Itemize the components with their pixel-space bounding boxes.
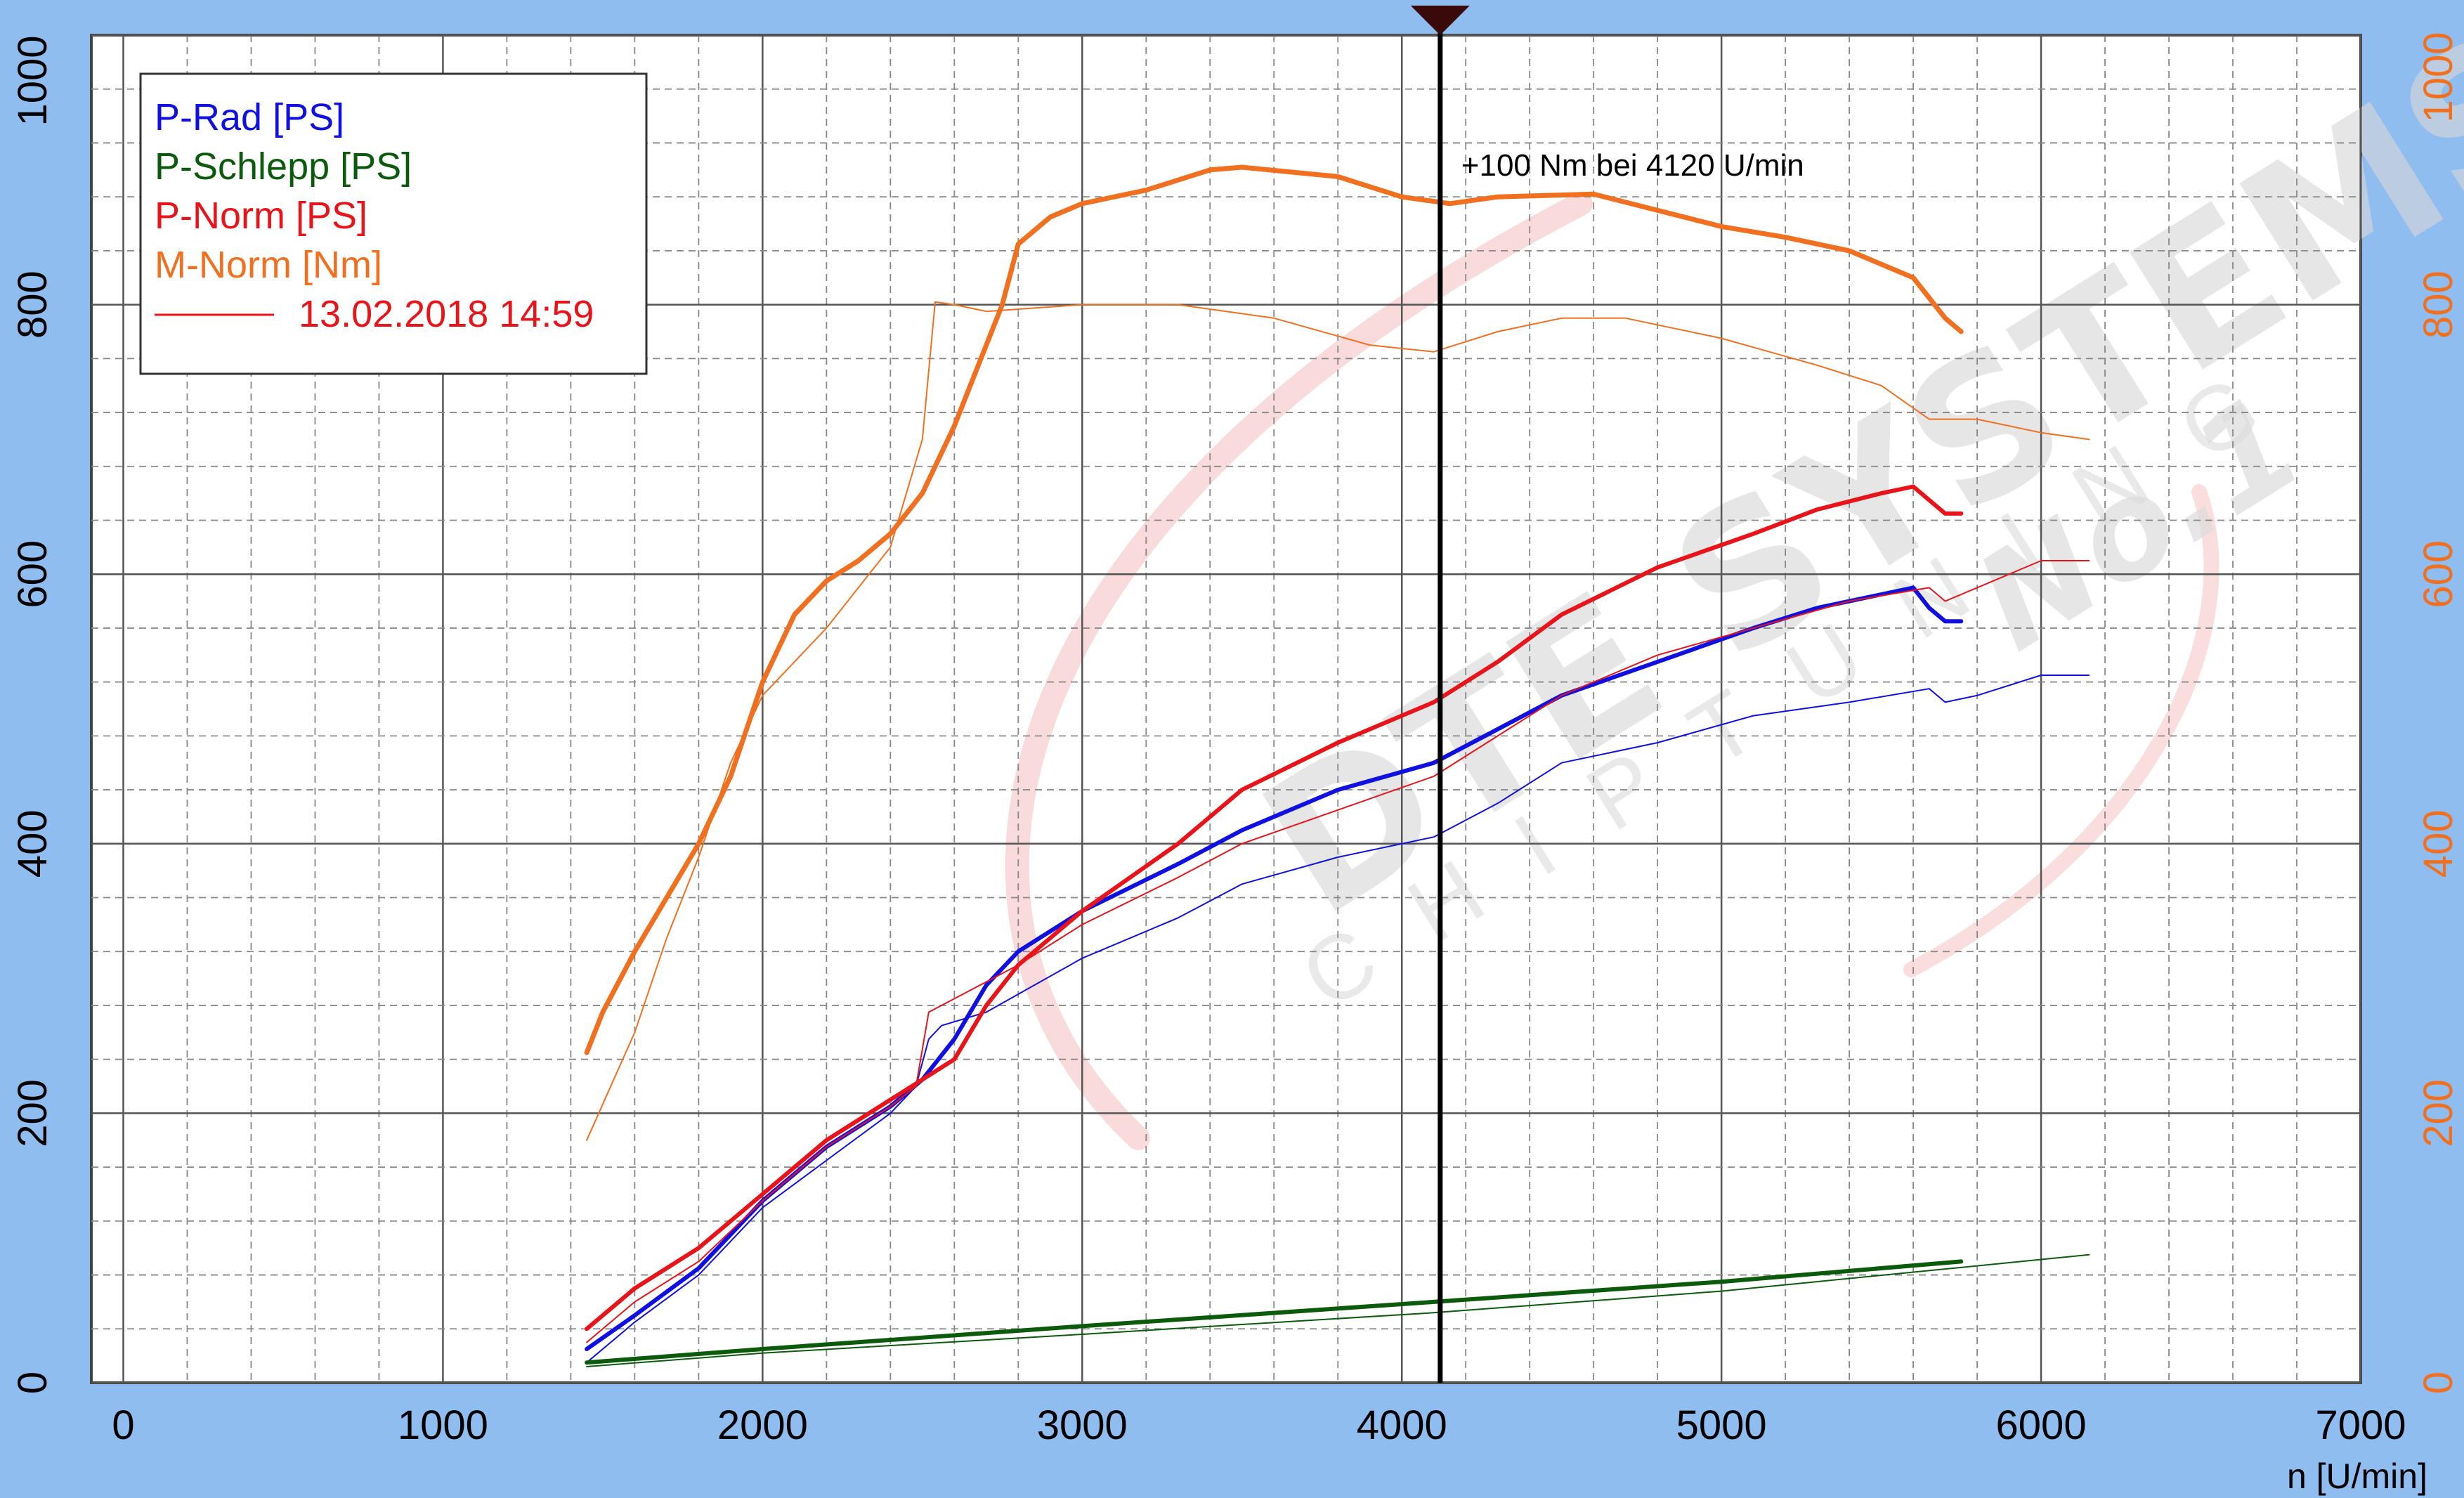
series-p-schlepp-ps-thin [586,1253,2090,1367]
x-axis-label: n [U/min] [2287,1457,2427,1496]
legend-item: P-Schlepp [PS] [155,145,412,188]
x-tick-label: 1000 [398,1402,488,1448]
y-tick-label: 200 [10,1079,56,1147]
grid [91,34,2362,1384]
legend-item: P-Rad [PS] [155,96,344,138]
y2-tick-label: 800 [2416,271,2461,339]
legend-item: M-Norm [Nm] [155,244,382,286]
y-tick-label: 1000 [10,35,56,126]
x-tick-label: 3000 [1037,1402,1128,1448]
legend-item: P-Norm [PS] [155,195,367,237]
cursor-marker-icon[interactable] [1410,6,1470,35]
y-tick-label: 800 [10,271,56,339]
y2-tick-label: 600 [2416,540,2461,608]
series-p-schlepp-ps-bold [585,1259,1964,1365]
y2-tick-label: 200 [2416,1079,2461,1147]
legend-box [139,72,648,375]
cursor[interactable]: +100 Nm bei 4120 U/min [1410,6,1804,1383]
watermark-swoosh [1005,192,1593,1150]
cursor-annotation: +100 Nm bei 4120 U/min [1461,148,1804,183]
x-tick-label: 7000 [2315,1402,2406,1448]
legend-item: 13.02.2018 14:59 [299,293,594,335]
x-tick-label: 0 [112,1402,134,1448]
y-tick-label: 0 [10,1372,56,1394]
series-p-norm-ps-thin [586,560,2090,1343]
x-tick-label: 6000 [1996,1402,2087,1448]
series-p-norm-ps-bold [585,484,1964,1331]
x-tick-label: 2000 [717,1402,808,1448]
series-m-norm-nm-bold [584,164,1964,1055]
legend: P-Rad [PS] P-Schlepp [PS] P-Norm [PS] M-Nor… [139,72,648,375]
y2-tick-label: 1000 [2416,32,2461,122]
y2-tick-label: 0 [2416,1372,2461,1394]
series-layer [584,164,2090,1367]
y-tick-label: 400 [10,809,56,878]
y2-tick-label: 400 [2416,809,2461,878]
series-m-norm-nm-thin [586,301,2090,1141]
x-tick-label: 5000 [1676,1402,1767,1448]
series-p-rad-ps-thin [586,675,2090,1364]
y-axis-ticks: 0 200 400 600 800 1000 [10,35,56,1394]
x-tick-label: 4000 [1357,1402,1447,1448]
y2-axis-ticks: 0 200 400 600 800 1000 [2416,32,2461,1394]
y-tick-label: 600 [10,540,56,608]
x-axis-ticks: 0 1000 2000 3000 4000 5000 6000 7000 [112,1402,2406,1448]
